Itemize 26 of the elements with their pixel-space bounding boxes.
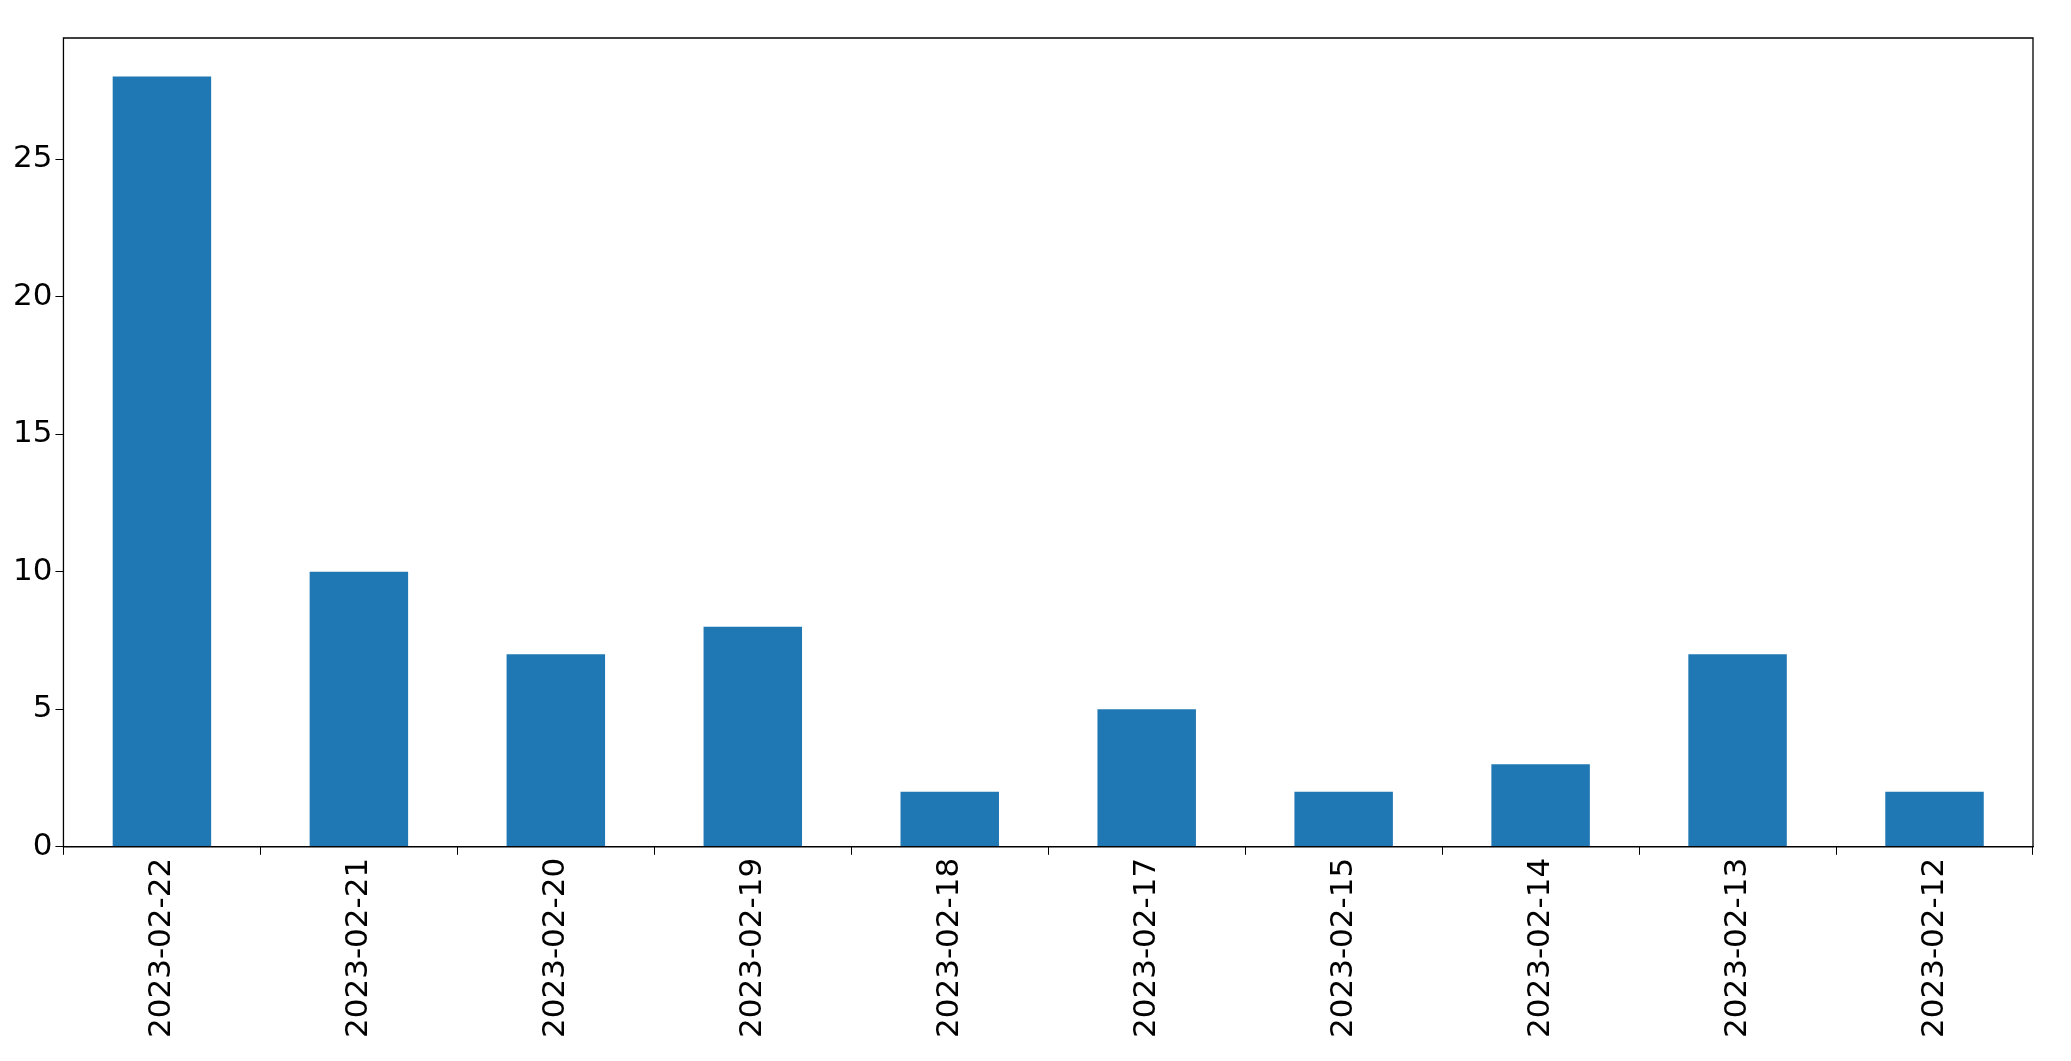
x-tick-label: 2023-02-21 bbox=[337, 857, 374, 1039]
x-tick-label: 2023-02-20 bbox=[534, 857, 571, 1039]
y-tick-label: 0 bbox=[32, 825, 53, 862]
bar bbox=[1688, 654, 1787, 847]
bar bbox=[1885, 791, 1984, 847]
x-tick-label: 2023-02-18 bbox=[928, 857, 965, 1039]
x-tick-label: 2023-02-15 bbox=[1322, 857, 1359, 1039]
bar bbox=[703, 626, 803, 847]
x-tick-label: 2023-02-12 bbox=[1913, 857, 1950, 1039]
y-tick-label: 20 bbox=[12, 275, 53, 312]
bar bbox=[1294, 791, 1393, 847]
bar bbox=[900, 791, 999, 847]
bar bbox=[1097, 709, 1196, 847]
bar bbox=[506, 654, 606, 847]
x-tick-label: 2023-02-19 bbox=[731, 857, 768, 1039]
bar bbox=[112, 76, 212, 847]
x-tick-label: 2023-02-22 bbox=[140, 857, 177, 1039]
x-tick-label: 2023-02-17 bbox=[1125, 857, 1162, 1039]
bar bbox=[309, 571, 409, 847]
y-tick-label: 10 bbox=[12, 550, 53, 587]
y-tick-label: 5 bbox=[32, 688, 53, 725]
bar bbox=[1491, 764, 1590, 847]
y-tick-label: 25 bbox=[12, 138, 53, 175]
x-tick-label: 2023-02-14 bbox=[1519, 857, 1556, 1039]
x-tick-label: 2023-02-13 bbox=[1716, 857, 1753, 1039]
y-tick-label: 15 bbox=[12, 413, 53, 450]
